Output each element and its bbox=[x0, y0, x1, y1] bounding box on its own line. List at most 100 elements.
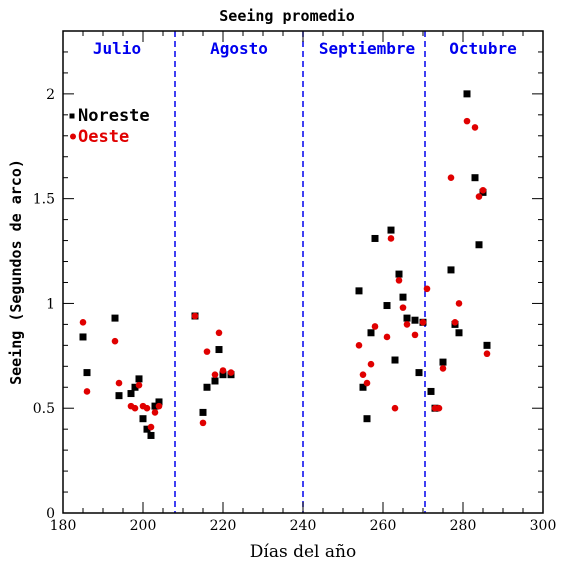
month-label: Julio bbox=[93, 39, 141, 58]
point-noreste bbox=[403, 314, 411, 322]
legend-label-noreste: Noreste bbox=[78, 106, 150, 126]
month-label: Agosto bbox=[210, 39, 268, 58]
point-oeste bbox=[79, 318, 87, 326]
point-noreste bbox=[211, 377, 219, 385]
point-oeste bbox=[423, 285, 431, 293]
point-oeste bbox=[135, 381, 143, 389]
point-noreste bbox=[439, 358, 447, 366]
point-oeste bbox=[131, 404, 139, 412]
point-oeste bbox=[439, 365, 447, 372]
point-noreste bbox=[475, 241, 483, 249]
point-noreste bbox=[199, 408, 207, 416]
point-noreste bbox=[411, 316, 419, 324]
x-axis-label: Días del año bbox=[250, 542, 356, 562]
point-oeste bbox=[367, 360, 375, 368]
point-oeste bbox=[383, 333, 391, 341]
y-axis-label: Seeing (Segundos de arco) bbox=[7, 159, 25, 385]
point-oeste bbox=[475, 193, 483, 200]
point-oeste bbox=[463, 117, 471, 125]
point-noreste bbox=[151, 402, 159, 410]
y-tick-label: 0 bbox=[46, 506, 55, 522]
point-oeste bbox=[447, 174, 455, 181]
point-noreste bbox=[219, 371, 227, 379]
chart-title: Seeing promedio bbox=[219, 7, 354, 25]
point-noreste bbox=[155, 398, 163, 406]
y-tick-label: 1.5 bbox=[33, 192, 55, 208]
point-oeste bbox=[471, 124, 479, 131]
point-oeste bbox=[143, 404, 151, 412]
x-tick-label: 280 bbox=[450, 518, 477, 534]
point-oeste bbox=[403, 321, 411, 328]
point-oeste bbox=[451, 318, 459, 326]
point-noreste bbox=[363, 415, 371, 423]
point-noreste bbox=[135, 375, 143, 383]
y-tick-label: 1 bbox=[46, 296, 55, 312]
point-noreste bbox=[127, 390, 135, 398]
point-noreste bbox=[371, 234, 379, 242]
month-label: Septiembre bbox=[319, 39, 415, 58]
point-noreste bbox=[383, 302, 391, 310]
point-oeste bbox=[411, 331, 419, 339]
point-noreste bbox=[463, 90, 471, 98]
point-oeste bbox=[355, 342, 363, 349]
point-oeste bbox=[483, 350, 491, 358]
point-noreste bbox=[391, 356, 399, 364]
point-oeste bbox=[147, 423, 155, 431]
point-noreste bbox=[387, 226, 395, 234]
point-oeste bbox=[215, 329, 223, 337]
point-oeste bbox=[371, 323, 379, 330]
point-oeste bbox=[83, 388, 91, 395]
point-oeste bbox=[399, 304, 407, 311]
axis-ticks: 180 200 220 240 260 280 300 0 0.5 1 1.5 2 bbox=[33, 30, 557, 534]
x-tick-label: 200 bbox=[130, 518, 157, 534]
point-oeste bbox=[227, 369, 235, 376]
point-oeste bbox=[191, 312, 199, 320]
x-tick-label: 240 bbox=[290, 518, 317, 534]
legend-marker-noreste bbox=[69, 113, 75, 119]
point-oeste bbox=[479, 186, 487, 194]
point-noreste bbox=[359, 383, 367, 391]
point-oeste bbox=[219, 367, 227, 374]
point-noreste bbox=[139, 415, 147, 423]
x-tick-label: 180 bbox=[50, 518, 77, 534]
point-oeste bbox=[395, 277, 403, 284]
point-noreste bbox=[447, 266, 455, 274]
point-oeste bbox=[455, 300, 463, 307]
point-noreste bbox=[131, 383, 139, 391]
point-oeste bbox=[151, 409, 159, 416]
point-oeste bbox=[387, 235, 395, 242]
y-tick-label: 0.5 bbox=[33, 401, 55, 417]
point-noreste bbox=[83, 369, 91, 377]
x-tick-label: 260 bbox=[370, 518, 397, 534]
point-oeste bbox=[111, 337, 119, 345]
month-boundaries bbox=[174, 31, 426, 513]
point-noreste bbox=[483, 341, 491, 349]
point-noreste bbox=[399, 293, 407, 301]
legend-label-oeste: Oeste bbox=[78, 127, 129, 147]
point-oeste bbox=[363, 379, 371, 387]
point-oeste bbox=[419, 318, 427, 326]
point-noreste bbox=[395, 270, 403, 278]
point-noreste bbox=[427, 387, 435, 395]
x-tick-label: 300 bbox=[530, 518, 557, 534]
point-oeste bbox=[199, 419, 207, 427]
data-points bbox=[79, 90, 491, 439]
month-label: Octubre bbox=[449, 39, 516, 58]
point-noreste bbox=[203, 383, 211, 391]
plot-frame bbox=[62, 30, 544, 514]
month-labels: Julio Agosto Septiembre Octubre bbox=[93, 39, 517, 58]
point-oeste bbox=[203, 348, 211, 355]
point-oeste bbox=[435, 404, 443, 412]
point-oeste bbox=[359, 371, 367, 378]
legend-marker-oeste bbox=[70, 133, 76, 140]
point-noreste bbox=[115, 392, 123, 400]
point-noreste bbox=[147, 431, 155, 439]
point-oeste bbox=[155, 402, 163, 410]
point-noreste bbox=[111, 314, 119, 322]
point-oeste bbox=[211, 371, 219, 378]
x-tick-label: 220 bbox=[210, 518, 237, 534]
point-noreste bbox=[455, 329, 463, 337]
legend: Noreste Oeste bbox=[69, 106, 150, 147]
point-noreste bbox=[367, 329, 375, 337]
point-noreste bbox=[471, 174, 479, 182]
